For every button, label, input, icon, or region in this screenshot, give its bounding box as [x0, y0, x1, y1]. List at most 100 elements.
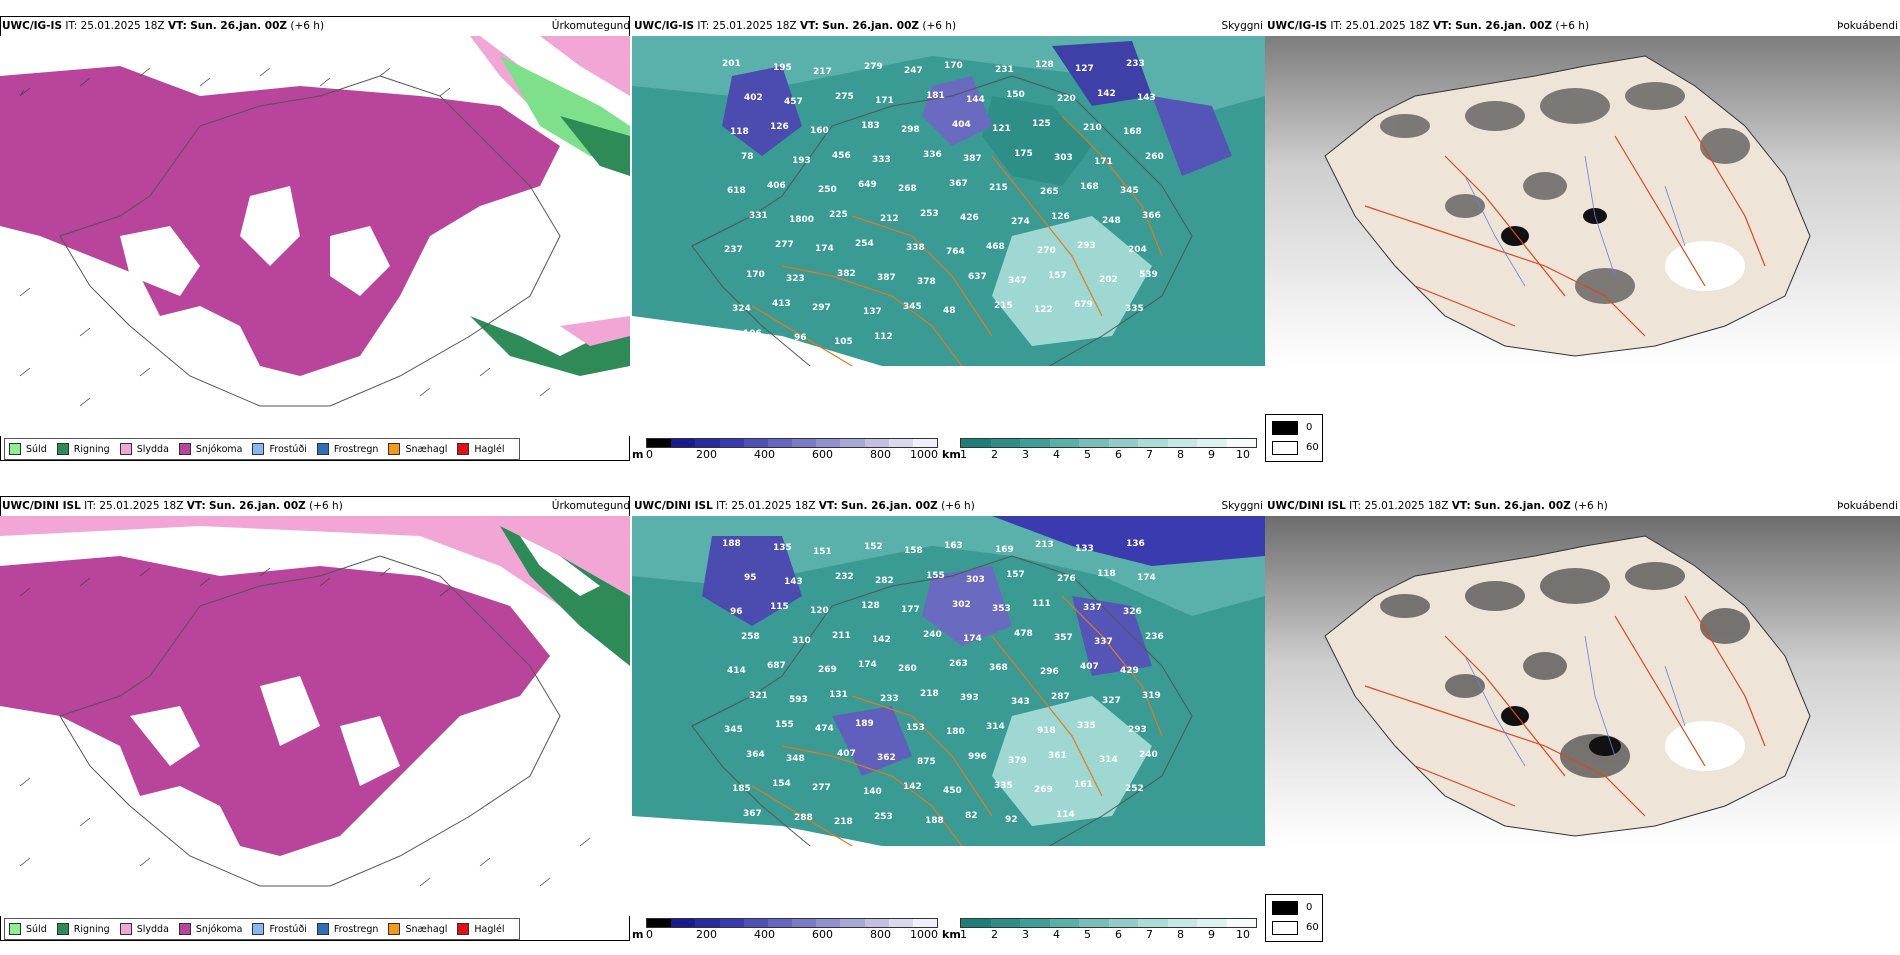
cloud-height-label: 248: [1102, 216, 1121, 226]
cloud-height-label: 115: [770, 602, 789, 612]
cloud-height-label: 333: [872, 155, 891, 165]
cloud-height-label: 78: [741, 152, 754, 162]
row-dini: UWC/DINI ISL IT: 25.01.2025 18Z VT: Sun.…: [0, 480, 1900, 955]
cloud-height-label: 260: [1145, 152, 1164, 162]
cloud-height-label: 204: [1128, 245, 1147, 255]
cloud-height-label: 269: [1034, 785, 1053, 795]
panel-title: UWC/IG-IS IT: 25.01.2025 18Z VT: Sun. 26…: [1267, 20, 1590, 32]
km-scale: km 1 2 3 4 5 6 7 8 9 10: [942, 918, 1265, 942]
cloud-height-label: 128: [1035, 60, 1054, 70]
cloud-height-label: 649: [858, 180, 877, 190]
cloud-height-label: 158: [904, 546, 923, 556]
cloud-map: 188 135 151 152 158 163 169 213 133 136 95 143 232 28…: [632, 516, 1265, 916]
cloud-height-label: 269: [818, 665, 837, 675]
legend-item-snaehagl: Snæhagl: [388, 923, 447, 935]
cloud-height-label: 268: [898, 184, 917, 194]
cloud-height-label: 456: [832, 151, 851, 161]
cloud-height-label: 136: [1126, 539, 1145, 549]
cloud-height-label: 474: [815, 724, 834, 734]
km-tick: 1: [960, 928, 967, 941]
km-tick: 5: [1084, 928, 1091, 941]
km-tick: 8: [1177, 448, 1184, 461]
height-tick: 0: [646, 448, 653, 461]
cloud-height-label: 160: [810, 126, 829, 136]
km-tick: 10: [1236, 928, 1250, 941]
cloud-height-label: 170: [944, 61, 963, 71]
cloud-height-label: 1800: [789, 215, 814, 225]
cloud-height-label: 287: [1051, 692, 1070, 702]
cloud-height-label: 154: [772, 779, 791, 789]
cloud-height-label: 121: [992, 124, 1011, 134]
cloud-height-label: 402: [744, 93, 763, 103]
cloud-height-label: 177: [901, 605, 920, 615]
cloud-height-label: 231: [995, 65, 1014, 75]
cloud-height-label: 378: [917, 277, 936, 287]
cloud-height-label: 240: [1139, 750, 1158, 760]
cloud-height-label: 357: [1054, 633, 1073, 643]
cloud-height-label: 218: [920, 689, 939, 699]
legend-item-sudl: Súld: [9, 923, 47, 935]
cloud-height-label: 202: [1099, 275, 1118, 285]
cloud-height-label: 143: [784, 577, 803, 587]
cloud-height-label: 336: [923, 150, 942, 160]
km-tick: 5: [1084, 448, 1091, 461]
cloud-height-label: 201: [722, 59, 741, 69]
legend-item-slydda: Slydda: [119, 443, 169, 455]
cloud-height-label: 429: [1120, 666, 1139, 676]
sat-legend-label: 0: [1306, 902, 1313, 913]
cloud-height-label: 387: [877, 273, 896, 283]
cloud-height-label: 253: [920, 209, 939, 219]
cloud-height-label: 137: [863, 307, 882, 317]
cloud-height-label: 174: [1137, 573, 1156, 583]
cloud-panel-top: UWC/IG-IS IT: 25.01.2025 18Z VT: Sun. 26…: [632, 0, 1265, 475]
cloud-height-label: 168: [1123, 127, 1142, 137]
height-tick: 200: [696, 928, 717, 941]
cloud-height-label: 92: [1005, 815, 1018, 825]
cloud-height-label: 140: [863, 787, 882, 797]
km-tick: 6: [1115, 448, 1122, 461]
cloud-height-label: 314: [1099, 755, 1118, 765]
cloud-height-label: 343: [1011, 697, 1030, 707]
legend-item-slydda: Slydda: [119, 923, 169, 935]
cloud-height-label: 240: [923, 630, 942, 640]
km-bar: [960, 918, 1257, 928]
panel-title: UWC/IG-IS IT: 25.01.2025 18Z VT: Sun. 26…: [634, 20, 957, 32]
cloud-height-label: 112: [874, 332, 893, 342]
cloud-height-label: 48: [943, 306, 956, 316]
km-tick: 4: [1053, 928, 1060, 941]
cloud-panel-bottom: UWC/DINI ISL IT: 25.01.2025 18Z VT: Sun.…: [632, 480, 1265, 955]
cloud-height-label: 393: [960, 693, 979, 703]
cloud-height-label: 106: [743, 329, 762, 339]
cloud-height-label: 326: [1123, 607, 1142, 617]
panel-title: UWC/DINI ISL IT: 25.01.2025 18Z VT: Sun.…: [2, 500, 343, 512]
height-tick: 400: [754, 928, 775, 941]
cloud-height-label: 293: [1128, 725, 1147, 735]
cloud-height-label: 95: [744, 573, 757, 583]
cloud-height-label: 407: [1080, 662, 1099, 672]
cloud-height-label: 293: [1077, 241, 1096, 251]
sat-legend-label: 60: [1306, 922, 1319, 933]
panel-name: Skyggni: [1221, 20, 1264, 32]
cloud-height-label: 168: [1080, 182, 1099, 192]
cloud-height-label: 225: [829, 210, 848, 220]
precip-panel-top: UWC/IG-IS IT: 25.01.2025 18Z VT: Sun. 26…: [0, 0, 632, 475]
cloud-height-label: 303: [966, 575, 985, 585]
sat-legend-label: 60: [1306, 442, 1319, 453]
cloud-height-label: 151: [813, 547, 832, 557]
cloud-height-label: 593: [789, 695, 808, 705]
km-tick: 7: [1146, 448, 1153, 461]
cloud-height-label: 414: [727, 666, 746, 676]
cloud-height-label: 407: [837, 749, 856, 759]
legend-item-frostudi: Frostúði: [252, 923, 307, 935]
cloud-height-label: 127: [1075, 64, 1094, 74]
km-tick: 8: [1177, 928, 1184, 941]
legend-item-rigning: Rigning: [56, 443, 110, 455]
cloud-height-label: 260: [898, 664, 917, 674]
cloud-height-label: 297: [812, 303, 831, 313]
cloud-height-label: 128: [861, 601, 880, 611]
cloud-height-label: 211: [832, 631, 851, 641]
cloud-height-label: 185: [732, 784, 751, 794]
cloud-height-label: 195: [773, 63, 792, 73]
cloud-height-label: 258: [741, 632, 760, 642]
cloud-height-label: 253: [874, 812, 893, 822]
